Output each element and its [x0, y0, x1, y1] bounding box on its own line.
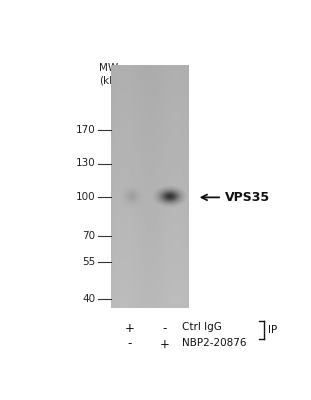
Text: 100: 100: [76, 192, 95, 202]
Text: MW
(kDa): MW (kDa): [99, 64, 128, 85]
Text: +: +: [159, 338, 169, 350]
Text: 55: 55: [82, 257, 95, 267]
Text: +: +: [124, 322, 134, 335]
Text: 170: 170: [76, 125, 95, 135]
Text: -: -: [162, 322, 166, 335]
Text: Ctrl IgG: Ctrl IgG: [182, 322, 222, 332]
Text: NBP2-20876: NBP2-20876: [182, 338, 247, 348]
Text: 70: 70: [82, 231, 95, 241]
Text: 40: 40: [82, 294, 95, 304]
Text: -: -: [127, 338, 132, 350]
Text: VPS35: VPS35: [225, 191, 270, 204]
Text: IP: IP: [268, 325, 277, 335]
Text: 130: 130: [76, 158, 95, 168]
